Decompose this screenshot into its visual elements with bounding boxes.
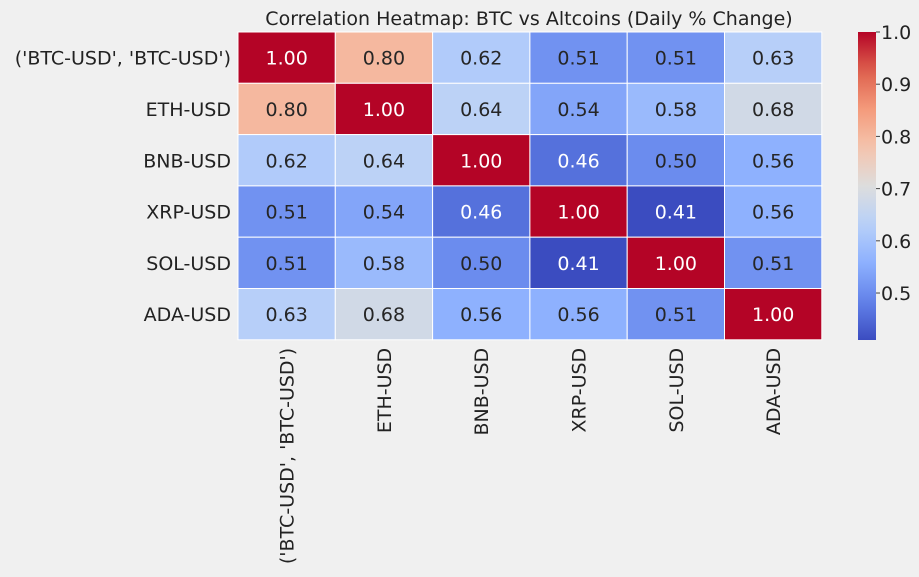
heatmap-cell-value: 0.62 [460, 48, 502, 70]
row-label: BNB-USD [143, 150, 231, 172]
heatmap-cell-value: 0.50 [655, 150, 697, 172]
heatmap-cell [237, 31, 336, 84]
column-label: ADA-USD [763, 348, 785, 435]
heatmap-cell [334, 185, 434, 238]
heatmap-cell-value: 0.51 [557, 48, 599, 70]
colorbar-ticks: 0.5 0.6 0.7 0.8 0.9 1.0 [876, 22, 911, 305]
heatmap-cell-value: 0.56 [557, 304, 599, 326]
heatmap-cell [432, 236, 531, 289]
heatmap-cell [724, 288, 823, 341]
row-label: SOL-USD [146, 253, 231, 275]
column-labels: ('BTC-USD', 'BTC-USD') ETH-USD BNB-USD XRP-… [277, 348, 786, 564]
heatmap-cell-value: 0.51 [655, 304, 697, 326]
row-label: ADA-USD [144, 304, 231, 326]
heatmap-cell-value: 1.00 [265, 48, 307, 70]
heatmap-cell-value: 0.64 [460, 99, 502, 121]
heatmap-cells [237, 31, 823, 341]
heatmap-cell [724, 236, 823, 289]
heatmap-cell-value: 0.51 [265, 202, 307, 224]
heatmap-cell [334, 31, 434, 84]
heatmap-cell-labels: 1.00 0.80 0.62 0.51 0.51 0.63 0.80 1.00 0.64 0.54… [265, 48, 794, 326]
heatmap-cell [529, 185, 628, 238]
heatmap-cell-value: 1.00 [460, 150, 502, 172]
heatmap-cell [724, 82, 823, 136]
row-label: ('BTC-USD', 'BTC-USD') [15, 48, 231, 70]
heatmap-cell [724, 31, 823, 84]
column-label: XRP-USD [569, 348, 591, 433]
heatmap-cell-value: 0.58 [655, 99, 697, 121]
heatmap-cell [334, 134, 434, 187]
heatmap-cell-value: 0.51 [655, 48, 697, 70]
heatmap-cell [529, 134, 628, 187]
heatmap-cell-value: 0.41 [557, 253, 599, 275]
heatmap-cell-value: 0.50 [460, 253, 502, 275]
row-label: ETH-USD [146, 99, 231, 121]
column-label: ('BTC-USD', 'BTC-USD') [277, 348, 299, 564]
heatmap-cell [529, 31, 628, 84]
heatmap-cell-value: 1.00 [557, 202, 599, 224]
colorbar [858, 32, 876, 340]
colorbar-tick-label: 0.5 [881, 283, 911, 305]
heatmap-cell [432, 31, 531, 84]
heatmap-cell [626, 288, 726, 341]
heatmap-cell-value: 1.00 [752, 304, 794, 326]
heatmap-cell-value: 0.63 [752, 48, 794, 70]
heatmap-cell-value: 0.41 [655, 202, 697, 224]
heatmap-cell-value: 1.00 [655, 253, 697, 275]
heatmap-cell-value: 0.58 [363, 253, 405, 275]
heatmap-cell-value: 0.68 [752, 99, 794, 121]
heatmap-cell [237, 185, 336, 238]
heatmap-cell [237, 288, 336, 341]
row-label: XRP-USD [146, 202, 231, 224]
heatmap-cell-value: 0.80 [265, 99, 307, 121]
heatmap-cell-value: 0.46 [460, 202, 502, 224]
heatmap-cell-value: 0.62 [265, 150, 307, 172]
colorbar-tick-label: 0.6 [881, 231, 911, 253]
heatmap-cell [529, 288, 628, 341]
heatmap-cell-value: 1.00 [363, 99, 405, 121]
heatmap-cell-value: 0.56 [752, 150, 794, 172]
colorbar-tick-label: 0.7 [881, 179, 911, 201]
heatmap-cell [529, 82, 628, 136]
heatmap-cell-value: 0.64 [363, 150, 405, 172]
heatmap-cell [626, 134, 726, 187]
column-label: ETH-USD [374, 348, 396, 433]
heatmap-cell-value: 0.56 [752, 202, 794, 224]
heatmap-cell [432, 185, 531, 238]
colorbar-tick-label: 0.8 [881, 126, 911, 148]
heatmap-cell [626, 185, 726, 238]
heatmap-cell-value: 0.63 [265, 304, 307, 326]
heatmap-cell [334, 82, 434, 136]
heatmap-cell-value: 0.46 [557, 150, 599, 172]
heatmap-cell [529, 236, 628, 289]
column-label: BNB-USD [471, 348, 493, 436]
chart-title: Correlation Heatmap: BTC vs Altcoins (Da… [265, 8, 792, 30]
heatmap-cell [626, 236, 726, 289]
heatmap-cell [724, 134, 823, 187]
heatmap-cell-value: 0.51 [752, 253, 794, 275]
colorbar-tick-label: 0.9 [881, 74, 911, 96]
heatmap-cell-value: 0.51 [265, 253, 307, 275]
row-labels: ('BTC-USD', 'BTC-USD') ETH-USD BNB-USD XRP-… [15, 48, 231, 326]
heatmap-cell-value: 0.80 [363, 48, 405, 70]
heatmap-cell [237, 236, 336, 289]
heatmap-cell-value: 0.56 [460, 304, 502, 326]
heatmap-cell [724, 185, 823, 238]
column-label: SOL-USD [666, 348, 688, 433]
colorbar-tick-label: 1.0 [881, 22, 911, 44]
heatmap-cell-value: 0.54 [557, 99, 599, 121]
heatmap-cell-value: 0.68 [363, 304, 405, 326]
heatmap-cell-value: 0.54 [363, 202, 405, 224]
